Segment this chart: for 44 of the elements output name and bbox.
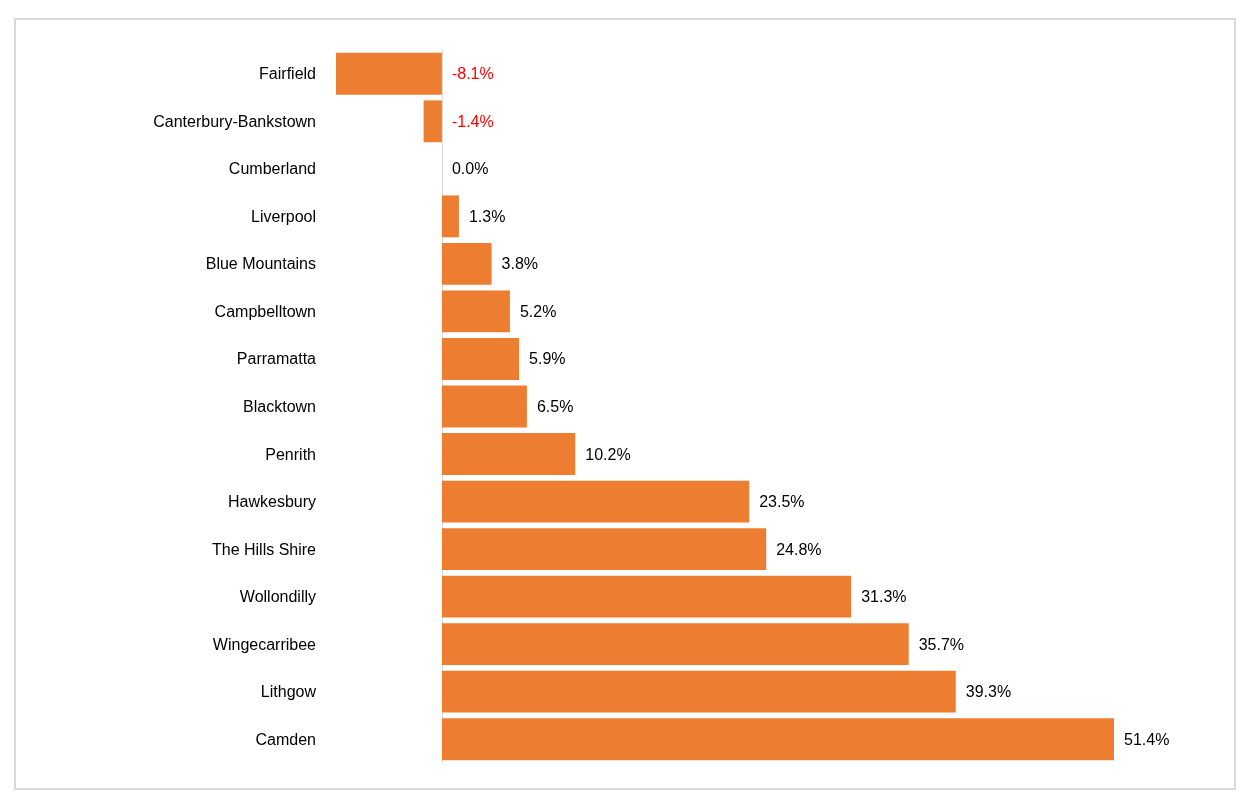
y-tick-label: The Hills Shire (211, 540, 317, 558)
data-label: 23.5% (759, 493, 805, 511)
y-tick-label: Campbelltown (214, 302, 316, 320)
bar (441, 385, 527, 428)
data-label: 5.2% (519, 302, 557, 320)
data-label: 31.3% (861, 588, 907, 606)
data-label: 0.0% (451, 160, 489, 178)
y-tick-label: Canterbury-Bankstown (153, 112, 316, 130)
data-label: 39.3% (965, 683, 1012, 701)
bar (441, 290, 510, 333)
data-label: -1.4% (451, 112, 494, 130)
data-label: -8.1% (451, 65, 494, 83)
y-tick-label: Penrith (265, 445, 316, 463)
y-tick-label: Fairfield (259, 65, 316, 83)
bar (441, 575, 852, 618)
y-tick-label: Lithgow (260, 683, 317, 701)
bar (441, 670, 956, 713)
y-tick-label: Parramatta (236, 350, 317, 368)
bar (441, 433, 576, 475)
data-label: 1.3% (468, 207, 506, 225)
y-tick-label: Camden (255, 730, 316, 748)
bar (441, 338, 520, 380)
bar (423, 100, 442, 143)
y-tick-label: Wingecarribee (212, 635, 317, 653)
y-tick-label: Blue Mountains (205, 255, 316, 273)
y-tick-label: Liverpool (251, 207, 316, 225)
data-label: 24.8% (776, 540, 822, 558)
bar (441, 528, 767, 571)
y-tick-label: Hawkesbury (227, 493, 316, 511)
bar (441, 242, 492, 285)
data-label: 6.5% (536, 398, 574, 415)
data-label: 5.9% (529, 350, 566, 368)
data-label: 51.4% (1124, 730, 1170, 748)
data-label: 3.8% (501, 255, 539, 273)
bar (441, 195, 459, 238)
data-label: 10.2% (585, 445, 631, 463)
y-tick-label: Wollondilly (239, 588, 316, 606)
y-tick-label: Blacktown (243, 398, 316, 415)
bar (441, 480, 750, 523)
bar (336, 52, 442, 95)
data-label: 35.7% (918, 635, 965, 653)
bar (441, 718, 1114, 761)
bar (441, 623, 909, 666)
y-tick-label: Cumberland (228, 160, 316, 178)
